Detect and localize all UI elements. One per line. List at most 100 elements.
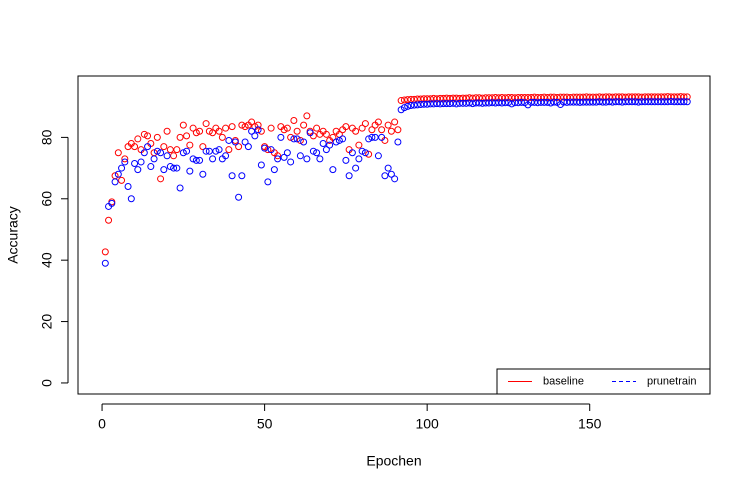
point <box>586 98 594 106</box>
point <box>124 183 132 191</box>
point <box>426 95 434 103</box>
point <box>582 93 590 101</box>
point <box>628 93 636 101</box>
point <box>290 135 298 143</box>
point <box>436 100 444 108</box>
point <box>449 94 457 102</box>
legend-label: prunetrain <box>647 375 697 387</box>
point <box>439 94 447 102</box>
point <box>491 99 499 107</box>
point <box>644 93 652 101</box>
point <box>537 98 545 106</box>
point <box>127 195 135 203</box>
point <box>391 175 399 183</box>
point <box>677 93 685 101</box>
point <box>293 135 301 143</box>
point <box>342 123 350 131</box>
point <box>433 95 441 103</box>
point <box>205 127 213 135</box>
point <box>355 155 363 163</box>
point <box>673 98 681 106</box>
point <box>530 98 538 106</box>
point <box>157 149 165 157</box>
point <box>677 98 685 106</box>
point <box>433 100 441 108</box>
point <box>329 166 337 174</box>
point <box>368 126 376 134</box>
point <box>589 93 597 101</box>
plot-box <box>77 75 711 395</box>
x-tick-label: 100 <box>415 416 439 432</box>
point <box>303 155 311 163</box>
point <box>514 93 522 101</box>
point <box>267 124 275 132</box>
point <box>322 146 330 154</box>
point <box>586 93 594 101</box>
point <box>680 98 688 106</box>
point <box>313 149 321 157</box>
point <box>140 130 148 138</box>
point <box>134 166 142 174</box>
point <box>270 166 278 174</box>
point <box>446 94 454 102</box>
point <box>634 93 642 101</box>
point <box>303 112 311 120</box>
point <box>426 100 434 108</box>
point <box>602 98 610 106</box>
point <box>657 98 665 106</box>
point <box>391 118 399 126</box>
point <box>144 143 152 151</box>
point <box>683 98 691 106</box>
point <box>173 146 181 154</box>
point <box>495 99 503 107</box>
point <box>508 100 516 108</box>
point <box>241 138 249 146</box>
point <box>394 138 402 146</box>
point <box>459 99 467 107</box>
point <box>144 132 152 140</box>
point <box>316 155 324 163</box>
point <box>625 93 633 101</box>
point <box>313 124 321 132</box>
point <box>173 164 181 172</box>
point <box>105 216 113 224</box>
point <box>131 143 139 151</box>
point <box>235 193 243 201</box>
point <box>352 127 360 135</box>
point <box>287 158 295 166</box>
point <box>569 93 577 101</box>
point <box>631 98 639 106</box>
point <box>612 93 620 101</box>
point <box>420 100 428 108</box>
point <box>534 99 542 107</box>
x-axis-label: Epochen <box>366 453 421 469</box>
point <box>215 146 223 154</box>
point <box>612 98 620 106</box>
point <box>309 147 317 155</box>
point <box>560 98 568 106</box>
point <box>592 98 600 106</box>
point <box>576 93 584 101</box>
point <box>404 102 412 110</box>
y-tick-label: 20 <box>39 314 55 330</box>
point <box>114 170 122 178</box>
point <box>238 172 246 180</box>
point <box>621 93 629 101</box>
point <box>595 98 603 106</box>
point <box>602 93 610 101</box>
y-tick-label: 40 <box>39 252 55 268</box>
point <box>465 99 473 107</box>
point <box>472 99 480 107</box>
point <box>621 98 629 106</box>
point <box>553 93 561 101</box>
point <box>462 94 470 102</box>
point <box>277 133 285 141</box>
point <box>647 98 655 106</box>
point <box>361 149 369 157</box>
point <box>540 98 548 106</box>
point <box>504 93 512 101</box>
point <box>147 163 155 171</box>
point <box>599 93 607 101</box>
point <box>199 143 207 151</box>
